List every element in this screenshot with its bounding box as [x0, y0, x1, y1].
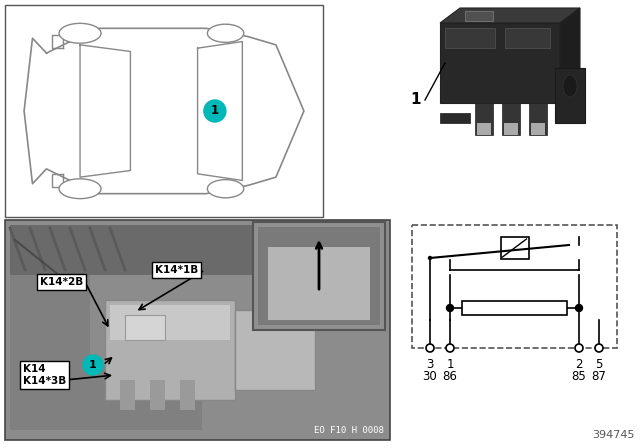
- Text: 1: 1: [89, 360, 97, 370]
- Text: 87: 87: [591, 370, 607, 383]
- Bar: [110, 305, 230, 340]
- Bar: [125, 315, 165, 340]
- Bar: [500, 237, 529, 259]
- Polygon shape: [440, 8, 580, 23]
- Circle shape: [83, 355, 103, 375]
- Bar: [10, 275, 90, 365]
- Text: K14
K14*3B: K14 K14*3B: [23, 364, 67, 386]
- Circle shape: [595, 344, 603, 352]
- Bar: [180, 380, 195, 410]
- Bar: [253, 222, 385, 330]
- Circle shape: [426, 344, 434, 352]
- Bar: [440, 113, 470, 123]
- Bar: [268, 247, 370, 320]
- Bar: [5, 5, 323, 217]
- Text: 5: 5: [595, 358, 603, 371]
- Circle shape: [204, 100, 226, 122]
- Text: 394745: 394745: [593, 430, 635, 440]
- Ellipse shape: [59, 23, 101, 43]
- Bar: [150, 380, 165, 410]
- Polygon shape: [560, 8, 580, 103]
- Circle shape: [429, 257, 431, 259]
- Bar: [529, 103, 547, 135]
- Bar: [531, 123, 545, 135]
- Bar: [502, 103, 520, 135]
- Bar: [10, 225, 385, 275]
- Circle shape: [575, 344, 583, 352]
- Polygon shape: [440, 23, 560, 103]
- Circle shape: [575, 305, 582, 311]
- Bar: [555, 68, 585, 123]
- Circle shape: [446, 344, 454, 352]
- Ellipse shape: [207, 180, 244, 198]
- Bar: [412, 225, 617, 348]
- Bar: [504, 123, 518, 135]
- Text: K14*2B: K14*2B: [40, 277, 83, 287]
- Text: 30: 30: [422, 370, 437, 383]
- Bar: [477, 123, 491, 135]
- Ellipse shape: [59, 179, 101, 198]
- Bar: [105, 300, 235, 400]
- Bar: [475, 103, 493, 135]
- Text: 1: 1: [211, 104, 219, 117]
- Bar: [5, 220, 390, 440]
- Bar: [445, 28, 495, 48]
- Bar: [120, 380, 135, 410]
- Text: 1: 1: [410, 92, 420, 108]
- Bar: [465, 11, 493, 21]
- Text: 3: 3: [426, 358, 434, 371]
- Circle shape: [447, 305, 454, 311]
- Text: 2: 2: [575, 358, 583, 371]
- Bar: [462, 301, 567, 315]
- Bar: [258, 227, 380, 325]
- Text: 85: 85: [572, 370, 586, 383]
- Bar: [505, 28, 550, 48]
- Text: 1: 1: [446, 358, 454, 371]
- Bar: [10, 365, 202, 430]
- Text: 86: 86: [443, 370, 458, 383]
- Ellipse shape: [563, 75, 577, 97]
- Ellipse shape: [207, 24, 244, 43]
- Text: K14*1B: K14*1B: [155, 265, 198, 275]
- Bar: [235, 310, 315, 390]
- Text: EO F10 H 0008: EO F10 H 0008: [314, 426, 384, 435]
